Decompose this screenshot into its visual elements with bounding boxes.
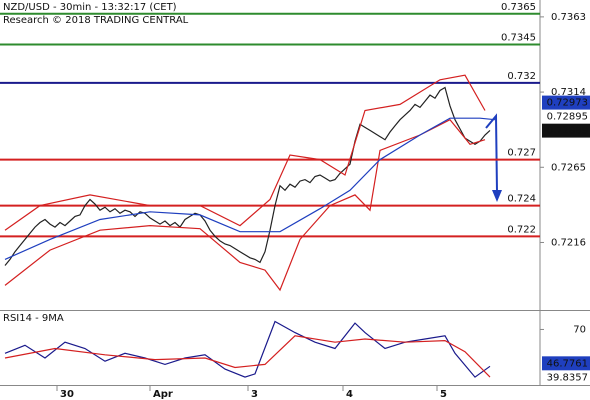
series-line — [4, 117, 496, 260]
y-tick-label: 70 — [573, 324, 586, 335]
price-tag-label: 46.7761 — [547, 358, 588, 369]
price-tag-label: 0.72973 — [547, 98, 588, 109]
series-line — [4, 86, 491, 266]
price-tag-label: 39.8357 — [547, 372, 588, 383]
price-tag-box — [542, 123, 590, 138]
chart-subtitle: Research © 2018 TRADING CENTRAL — [3, 15, 189, 26]
level-label: 0.724 — [507, 194, 536, 205]
x-tick-label: 30 — [60, 389, 74, 400]
x-tick-label: 4 — [346, 389, 353, 400]
price-tag-label: 0.72895 — [547, 112, 588, 123]
price-tag-box — [542, 109, 590, 124]
price-tag-box — [542, 356, 590, 371]
price-tag-label: 0.72889 — [547, 126, 588, 137]
y-tick-label: 0.7216 — [551, 237, 586, 248]
y-tick-label: 0.7314 — [551, 87, 586, 98]
y-tick-label: 0.7265 — [551, 162, 586, 173]
rsi-title: RSI14 - 9MA — [3, 313, 64, 324]
level-label: 0.7345 — [501, 33, 536, 44]
x-tick-label: Apr — [153, 389, 173, 400]
forecast-arrow-head — [492, 190, 502, 202]
y-tick-label: 0.7363 — [551, 12, 586, 23]
level-label: 0.727 — [507, 148, 536, 159]
forecast-arrow — [485, 113, 498, 193]
series-line — [4, 74, 486, 231]
x-tick-label: 5 — [440, 389, 447, 400]
price-tag-box — [542, 370, 590, 385]
level-label: 0.7365 — [501, 2, 536, 13]
level-label: 0.722 — [507, 224, 536, 235]
level-label: 0.732 — [507, 71, 536, 82]
x-tick-label: 3 — [251, 389, 258, 400]
chart-title: NZD/USD - 30min - 13:32:17 (CET) — [3, 2, 177, 13]
price-tag-box — [542, 95, 590, 110]
series-line — [4, 335, 491, 378]
